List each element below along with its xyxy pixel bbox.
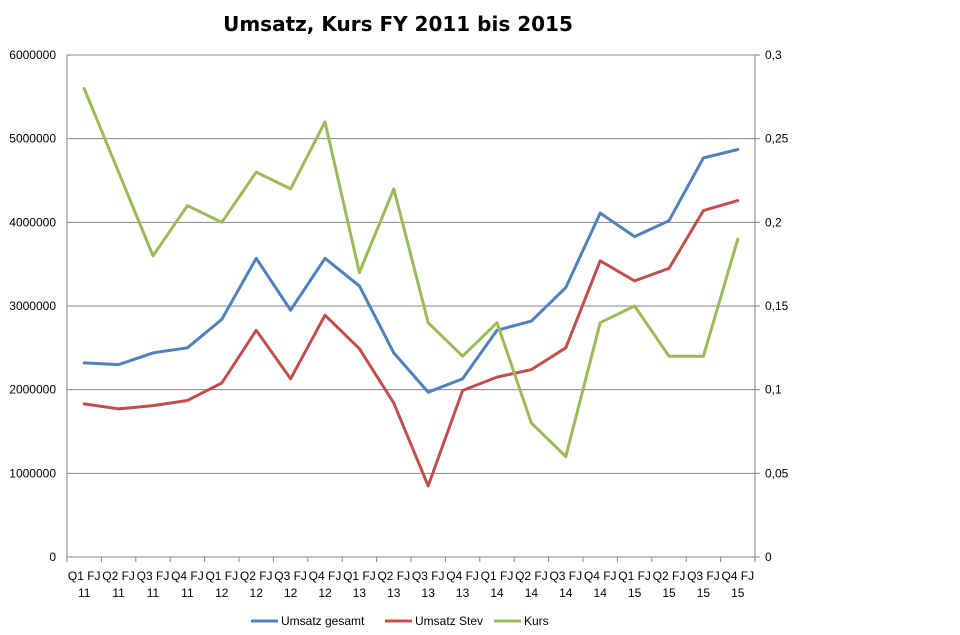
x-axis-tick-label: Q3 FJ 14 xyxy=(549,569,582,600)
left-axis-tick-label: 4000000 xyxy=(9,215,56,229)
right-axis-tick-label: 0,3 xyxy=(765,48,782,62)
series-line-kurs xyxy=(82,87,740,459)
x-axis-tick-label: Q1 FJ 11 xyxy=(68,569,101,600)
x-axis-tick-label: Q2 FJ 12 xyxy=(240,569,273,600)
left-axis-tick-label: 2000000 xyxy=(9,383,56,397)
x-axis-tick-label: Q2 FJ 11 xyxy=(102,569,135,600)
left-axis-tick-label: 0 xyxy=(49,550,56,564)
right-axis-tick-label: 0 xyxy=(765,550,772,564)
left-axis-tick-label: 3000000 xyxy=(9,299,56,313)
legend-label-kurs: Kurs xyxy=(524,614,549,628)
x-axis-tick-label: Q1 FJ 12 xyxy=(205,569,238,600)
chart-title: Umsatz, Kurs FY 2011 bis 2015 xyxy=(223,12,573,36)
right-axis-tick-label: 0,1 xyxy=(765,383,782,397)
left-axis-tick-label: 6000000 xyxy=(9,48,56,62)
x-axis-tick-label: Q3 FJ 15 xyxy=(687,569,720,600)
x-axis-tick-label: Q4 FJ 14 xyxy=(584,569,617,600)
right-axis-tick-label: 0,25 xyxy=(765,132,789,146)
gridlines xyxy=(67,54,755,474)
x-axis-tick-label: Q1 FJ 14 xyxy=(481,569,514,600)
x-axis-tick-label: Q3 FJ 11 xyxy=(137,569,170,600)
series xyxy=(82,87,740,488)
legend-label-umsatz-stev: Umsatz Stev xyxy=(415,614,483,628)
axes xyxy=(66,54,760,562)
left-axis-tick-label: 5000000 xyxy=(9,132,56,146)
right-axis-tick-label: 0,2 xyxy=(765,215,782,229)
left-axis-ticks: 0 1000000 2000000 3000000 4000000 5000000 6000… xyxy=(9,48,56,564)
right-axis-tick-label: 0,15 xyxy=(765,299,789,313)
legend-label-umsatz-gesamt: Umsatz gesamt xyxy=(281,614,365,628)
x-axis-tick-label: Q1 FJ 15 xyxy=(618,569,651,600)
right-axis-tick-label: 0,05 xyxy=(765,466,789,480)
legend: Umsatz gesamt Umsatz Stev Kurs xyxy=(251,614,549,628)
right-axis-ticks: 0 0,05 0,1 0,15 0,2 0,25 0,3 xyxy=(765,48,789,564)
x-axis-tick-label: Q4 FJ 12 xyxy=(309,569,342,600)
x-axis-tick-label: Q3 FJ 12 xyxy=(274,569,307,600)
x-axis-tick-label: Q1 FJ 13 xyxy=(343,569,376,600)
left-axis-tick-label: 1000000 xyxy=(9,466,56,480)
x-axis-tick-label: Q4 FJ 15 xyxy=(721,569,754,600)
x-axis-tick-label: Q2 FJ 14 xyxy=(515,569,548,600)
x-axis-tick-label: Q3 FJ 13 xyxy=(412,569,445,600)
series-line-umsatz-stev xyxy=(82,199,740,488)
x-axis-tick-label: Q4 FJ 11 xyxy=(171,569,204,600)
x-axis-tick-label: Q2 FJ 15 xyxy=(653,569,686,600)
series-line-umsatz-gesamt xyxy=(82,148,740,394)
x-axis-tick-label: Q2 FJ 13 xyxy=(377,569,410,600)
x-axis-tick-label: Q4 FJ 13 xyxy=(446,569,479,600)
